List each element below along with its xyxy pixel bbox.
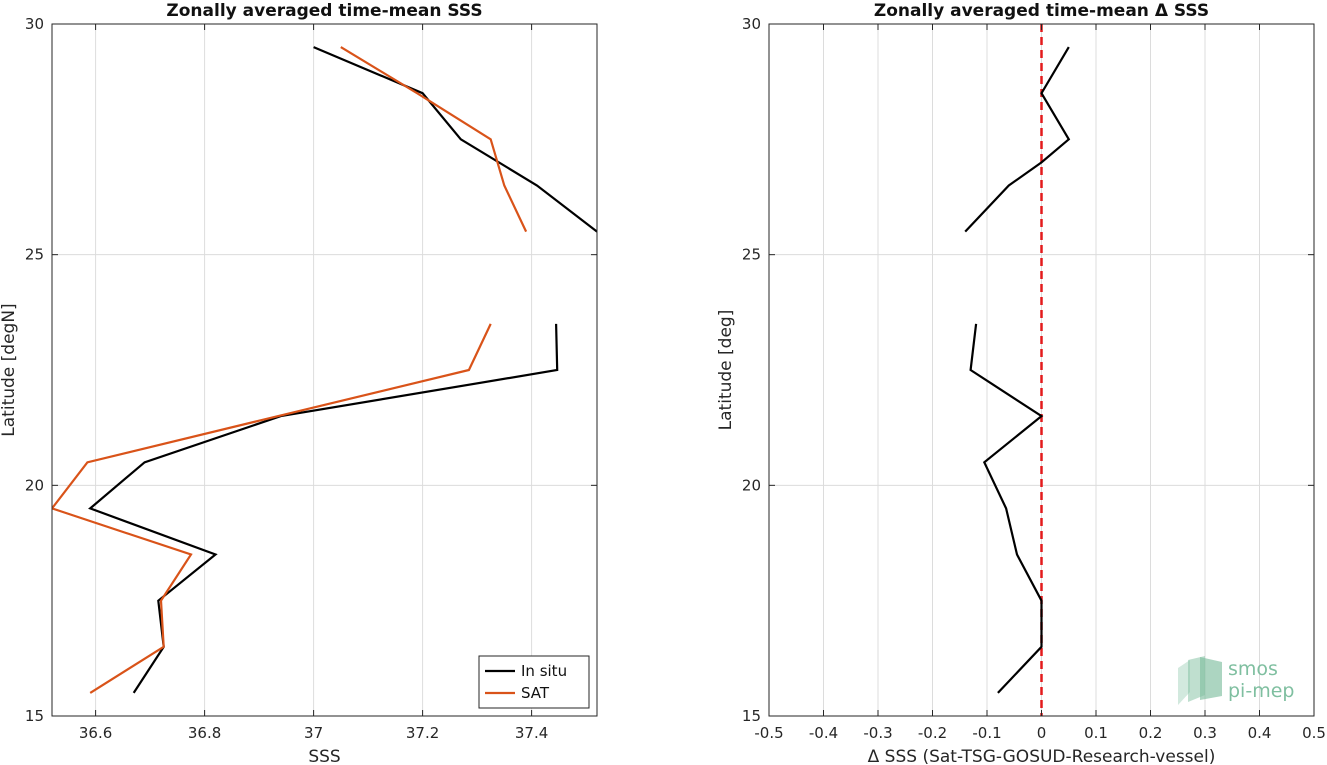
x-tick-label: 0.3 [1193,724,1217,742]
legend-box [478,655,590,709]
chart-title: Zonally averaged time-mean SSS [166,1,482,21]
x-tick-label: 0.2 [1139,724,1163,742]
series-delta-line-1 [964,46,1071,233]
x-tick-label: 37.2 [406,724,439,742]
series-sat-line-1 [340,46,528,233]
x-tick-label: -0.1 [972,724,1001,742]
x-tick-label: -0.4 [809,724,838,742]
legend: In situ SAT [478,655,590,709]
series-sat-line-2 [52,323,492,694]
series-in-situ-line-1 [313,46,597,233]
x-axis-label: Δ SSS (Sat-TSG-GOSUD-Research-vessel) [868,747,1216,765]
logo-wave-icon [1178,660,1190,705]
logo-wave-icon [1200,657,1222,700]
x-tick-label: -0.5 [754,724,783,742]
y-tick-label: 25 [25,246,44,264]
y-tick-label: 30 [742,15,761,33]
x-tick-label: 37 [304,724,323,742]
y-tick-label: 15 [742,707,761,725]
x-tick-label: 0.4 [1248,724,1272,742]
y-tick-label: 25 [742,246,761,264]
x-tick-label: 36.8 [188,724,221,742]
legend-label: SAT [521,684,550,702]
x-axis-label: SSS [308,747,340,765]
legend-label: In situ [521,662,567,680]
chart-title: Zonally averaged time-mean Δ SSS [874,1,1209,21]
chart-1: 36.6 36.8 37 37.2 37.4 15 20 25 30 Zonally averag… [0,1,598,765]
chart-2: -0.5 -0.4 -0.3 -0.2 -0.1 0 0.1 0.2 0.3 0.4 0.5 15 20… [716,1,1326,765]
series-delta-line-2 [969,323,1044,694]
y-tick-label: 20 [25,476,44,494]
x-tick-label: -0.2 [918,724,947,742]
x-tick-label: -0.3 [863,724,892,742]
logo-text-pi-mep: pi-mep [1228,680,1294,702]
logo-text-smos: smos [1228,658,1278,680]
y-axis-label: Latitude [deg] [716,310,736,431]
y-tick-label: 30 [25,15,44,33]
series-in-situ-line-2 [88,323,559,694]
x-tick-label: 0 [1037,724,1047,742]
plot-area [51,23,598,717]
y-tick-label: 20 [742,476,761,494]
y-axis-label: Latitude [degN] [0,303,19,436]
x-tick-label: 0.5 [1302,724,1326,742]
x-tick-label: 37.4 [515,724,548,742]
x-tick-label: 0.1 [1084,724,1108,742]
y-tick-label: 15 [25,707,44,725]
x-tick-label: 36.6 [79,724,112,742]
